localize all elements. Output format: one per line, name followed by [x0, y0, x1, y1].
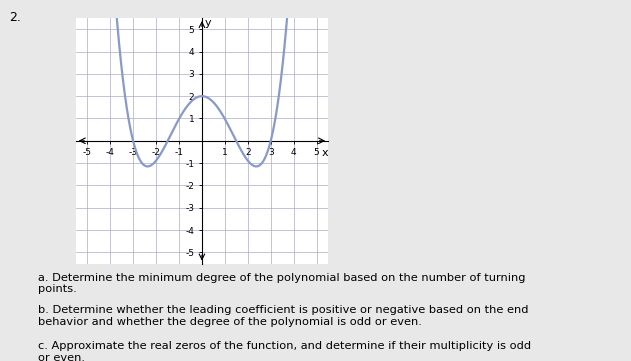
Text: b. Determine whether the leading coefficient is positive or negative based on th: b. Determine whether the leading coeffic… [38, 305, 528, 327]
Text: y: y [204, 18, 211, 27]
Text: c. Approximate the real zeros of the function, and determine if their multiplici: c. Approximate the real zeros of the fun… [38, 341, 531, 361]
Text: 2.: 2. [9, 11, 21, 24]
Text: x: x [321, 148, 328, 158]
Text: a. Determine the minimum degree of the polynomial based on the number of turning: a. Determine the minimum degree of the p… [38, 273, 526, 294]
